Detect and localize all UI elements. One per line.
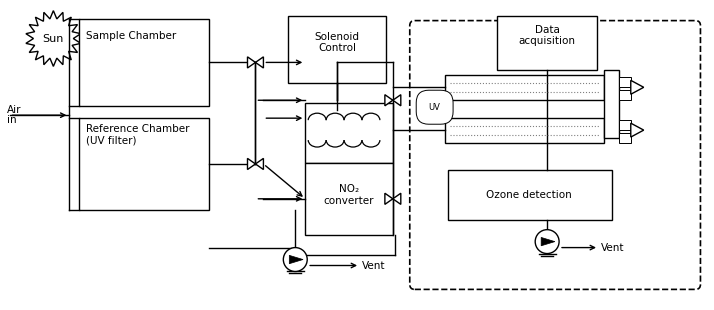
Text: Vent: Vent xyxy=(601,243,625,253)
Bar xyxy=(445,75,604,100)
Bar xyxy=(448,170,612,220)
Bar xyxy=(604,70,619,138)
Bar xyxy=(498,16,597,70)
Text: in: in xyxy=(6,115,16,125)
Polygon shape xyxy=(26,11,81,66)
Bar xyxy=(619,120,630,130)
Text: NO₂
converter: NO₂ converter xyxy=(323,184,374,206)
Bar xyxy=(288,16,386,83)
Text: Sample Chamber: Sample Chamber xyxy=(86,31,176,41)
Bar xyxy=(619,90,630,100)
Polygon shape xyxy=(393,95,401,106)
Bar xyxy=(619,78,630,87)
Bar xyxy=(79,118,208,210)
Bar xyxy=(305,103,393,163)
Polygon shape xyxy=(256,57,263,68)
Bar xyxy=(305,163,393,235)
Circle shape xyxy=(536,230,559,254)
Text: Solenoid
Control: Solenoid Control xyxy=(315,32,360,53)
Text: Ozone detection: Ozone detection xyxy=(486,190,572,200)
Polygon shape xyxy=(630,80,644,94)
Bar xyxy=(619,133,630,143)
Polygon shape xyxy=(385,95,393,106)
Bar xyxy=(445,118,604,143)
Polygon shape xyxy=(289,255,303,264)
Polygon shape xyxy=(630,123,644,137)
Text: Reference Chamber
(UV filter): Reference Chamber (UV filter) xyxy=(86,124,190,146)
Text: Data
acquisition: Data acquisition xyxy=(518,25,575,46)
Polygon shape xyxy=(385,193,393,204)
Circle shape xyxy=(283,248,307,272)
Polygon shape xyxy=(248,57,256,68)
Polygon shape xyxy=(248,158,256,170)
Polygon shape xyxy=(256,158,263,170)
Polygon shape xyxy=(393,193,401,204)
Bar xyxy=(79,19,208,106)
Text: Air: Air xyxy=(6,105,21,115)
Polygon shape xyxy=(541,237,555,246)
Text: Sun: Sun xyxy=(43,33,64,43)
Text: UV: UV xyxy=(428,103,441,112)
Text: Vent: Vent xyxy=(362,260,386,271)
